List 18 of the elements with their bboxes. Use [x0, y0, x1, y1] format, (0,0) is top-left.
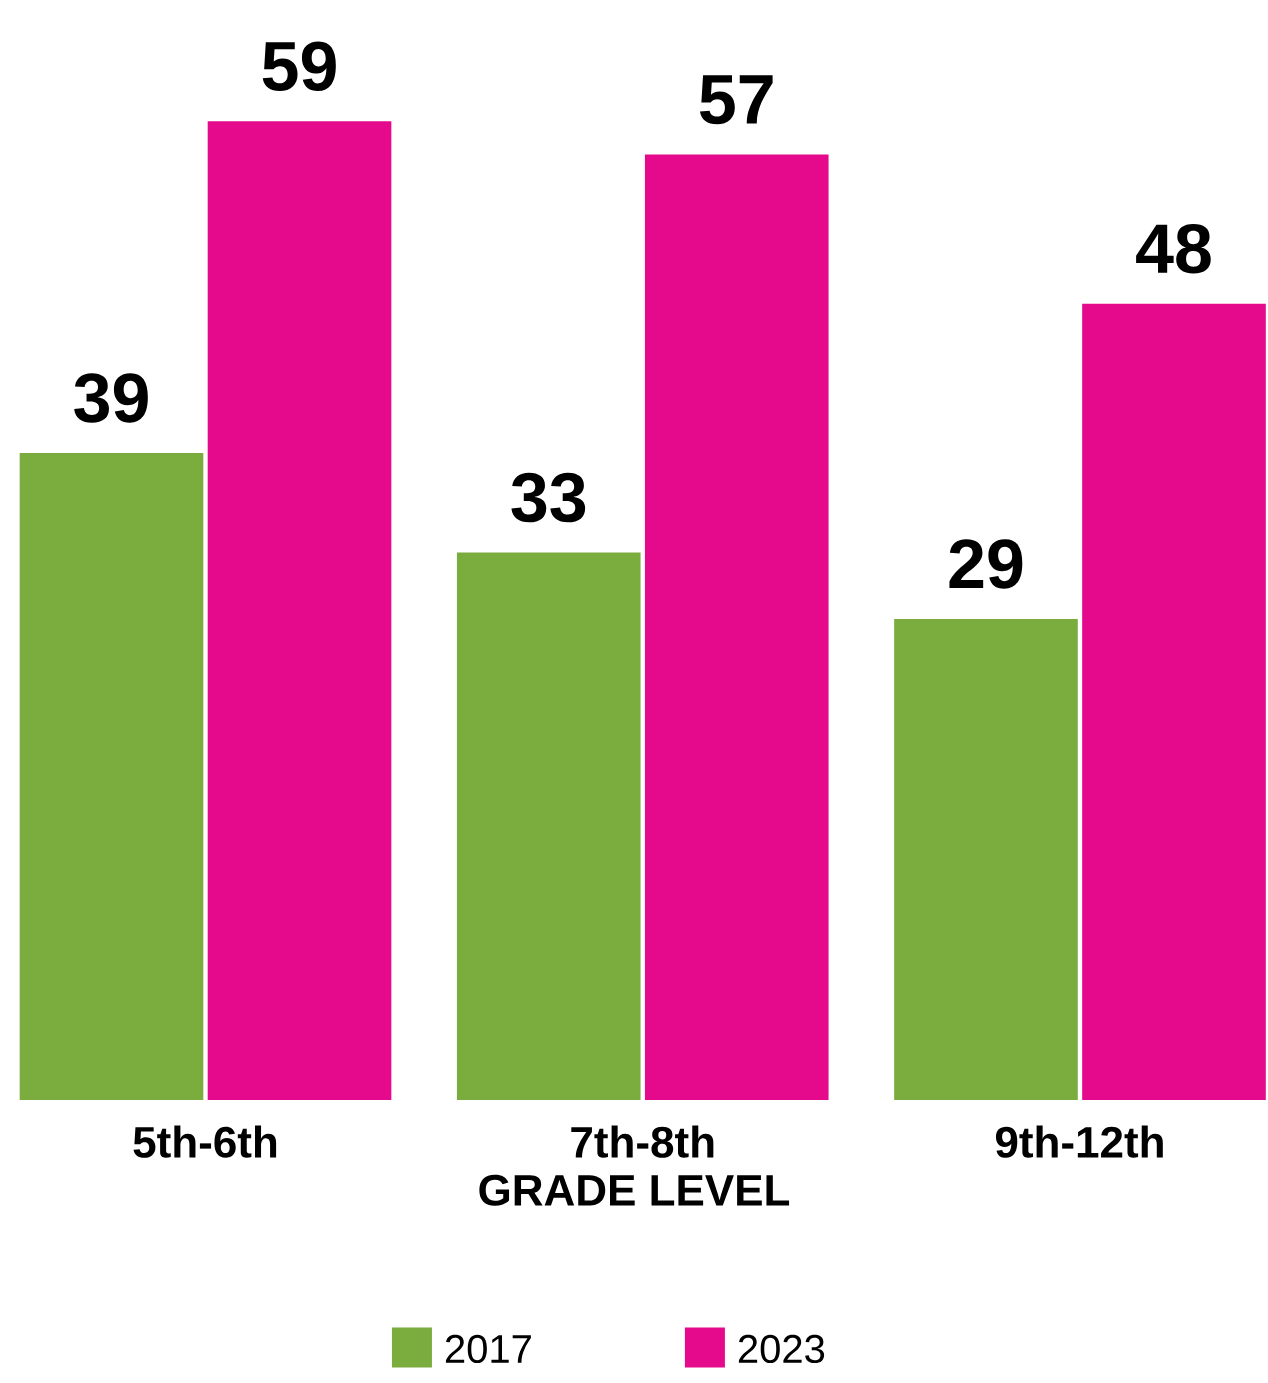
- legend-label: 2023: [738, 1334, 825, 1364]
- data-label: 33: [511, 472, 586, 523]
- bar: [894, 618, 1078, 1100]
- x-tick-label: 9th-12th: [995, 1125, 1163, 1158]
- data-label: 29: [949, 539, 1023, 589]
- bar: [644, 154, 829, 1100]
- x-tick-label: 7th-8th: [571, 1125, 714, 1158]
- data-label: 59: [262, 41, 336, 91]
- data-label: 39: [74, 373, 148, 423]
- data-label: 57: [699, 75, 773, 125]
- bar: [456, 552, 641, 1100]
- bar: [207, 121, 392, 1100]
- legend-label: 2017: [445, 1334, 531, 1364]
- bar: [19, 452, 204, 1100]
- bar: [1082, 303, 1266, 1100]
- data-label: 48: [1136, 223, 1211, 274]
- x-tick-label: 5th-6th: [133, 1125, 277, 1158]
- x-axis-title: GRADE LEVEL: [479, 1174, 790, 1206]
